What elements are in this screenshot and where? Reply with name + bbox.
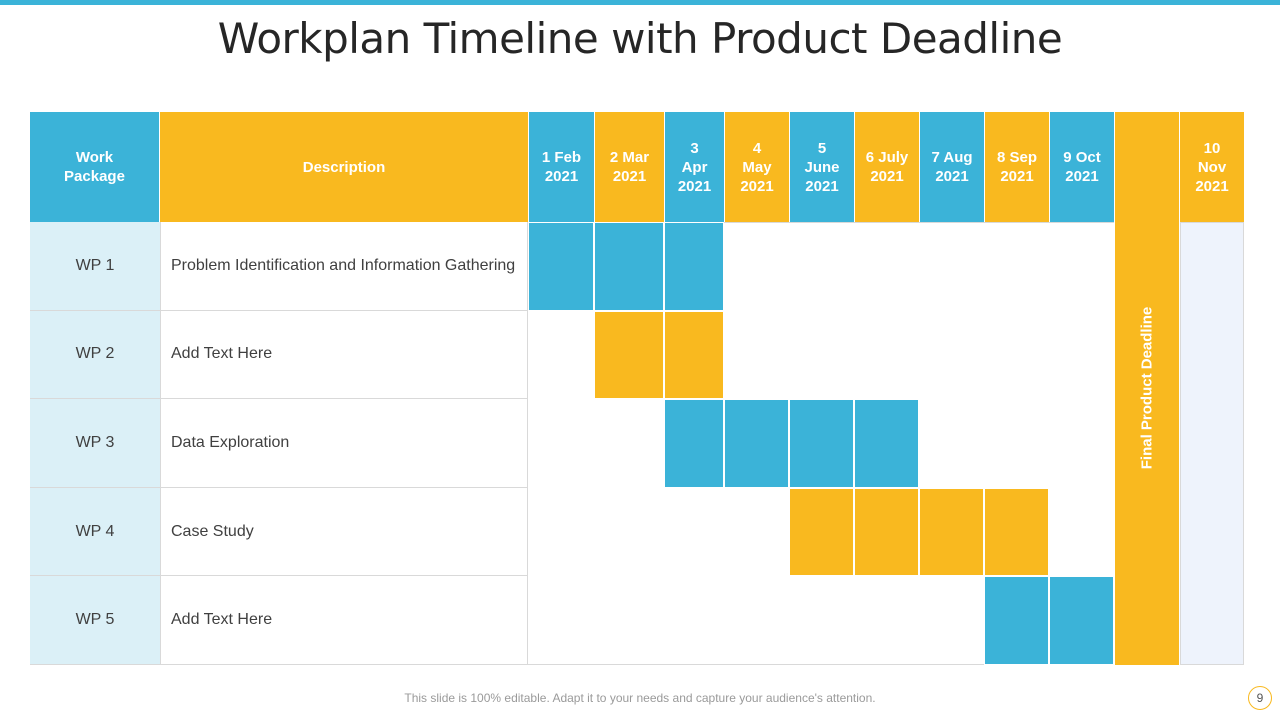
header-line: 2 Mar (609, 149, 650, 166)
header-month-1: 1 Feb 2021 (528, 112, 594, 222)
gantt-bar-cell (664, 310, 724, 400)
header-work-package: Work Package (30, 112, 160, 222)
gantt-bar-cell (854, 487, 919, 577)
header-line: 2021 (740, 177, 774, 195)
header-line: 2021 (805, 177, 839, 195)
wp-label: WP 5 (30, 576, 160, 665)
header-line: 2021 (612, 168, 647, 185)
wp-description: Add Text Here (160, 310, 528, 400)
gantt-bar-cell (594, 222, 664, 311)
page-number: 9 (1248, 686, 1272, 710)
header-line: June (804, 158, 840, 176)
header-line: 2021 (677, 177, 712, 195)
header-month-7: 7 Aug 2021 (919, 112, 984, 222)
header-description-label: Description (302, 158, 386, 176)
header-month-5: 5 June 2021 (789, 112, 854, 222)
gantt-bar-cell (789, 399, 854, 488)
header-month-4: 4 May 2021 (724, 112, 789, 222)
header-line: 3 (690, 139, 699, 157)
header-line: 2021 (1000, 168, 1034, 185)
header-line: 1 Feb (541, 149, 582, 166)
gantt-bar-cell (724, 399, 789, 488)
header-month-10: 10 Nov 2021 (1180, 112, 1244, 222)
gantt-bar-cell (984, 576, 1049, 665)
header-line: 2021 (1195, 177, 1229, 195)
gantt-bar-cell (664, 222, 724, 311)
gantt-bar-cell (1049, 576, 1114, 665)
header-line: 2021 (870, 168, 904, 185)
wp-description: Data Exploration (160, 399, 528, 488)
gantt-bar-cell (854, 399, 919, 488)
wp-label: WP 3 (30, 399, 160, 488)
wp-label: WP 4 (30, 487, 160, 577)
slide-title: Workplan Timeline with Product Deadline (217, 14, 1063, 63)
header-line: 8 Sep (996, 149, 1038, 166)
gantt-bar-cell (664, 399, 724, 488)
header-line: 4 (752, 139, 762, 157)
header-month-6: 6 July 2021 (854, 112, 919, 222)
footer-note: This slide is 100% editable. Adapt it to… (404, 691, 876, 705)
wp-label: WP 1 (30, 222, 160, 311)
wp-label: WP 2 (30, 310, 160, 400)
header-line: 5 (817, 139, 827, 157)
gantt-bar-cell (984, 487, 1049, 577)
deadline-label: Final Product Deadline (1138, 306, 1156, 470)
gantt-bar-cell (594, 310, 664, 400)
header-month-9: 9 Oct 2021 (1049, 112, 1114, 222)
header-month-3: 3 Apr 2021 (664, 112, 724, 222)
deadline-column (1114, 112, 1180, 665)
header-line: Apr (681, 158, 708, 176)
header-line: 10 (1203, 139, 1221, 157)
header-line: 9 Oct (1063, 149, 1101, 166)
final-column-body (1180, 222, 1244, 665)
wp-description: Add Text Here (160, 576, 528, 665)
header-line: 7 Aug (931, 149, 973, 166)
header-line: 2021 (1065, 168, 1099, 185)
header-line: Package (64, 168, 125, 185)
header-line: 6 July (865, 149, 909, 166)
header-month-8: 8 Sep 2021 (984, 112, 1049, 222)
header-line: Work (75, 149, 114, 166)
header-line: 2021 (544, 168, 579, 185)
wp-description: Case Study (160, 487, 528, 577)
top-accent-bar (0, 0, 1280, 5)
wp-description: Problem Identification and Information G… (160, 222, 528, 311)
header-line: 2021 (935, 168, 969, 185)
header-month-2: 2 Mar 2021 (594, 112, 664, 222)
header-line: May (742, 158, 772, 176)
gantt-bar-cell (919, 487, 984, 577)
gantt-bar-cell (528, 222, 594, 311)
gantt-bar-cell (789, 487, 854, 577)
header-description: Description (160, 112, 528, 222)
header-line: Nov (1197, 158, 1227, 176)
